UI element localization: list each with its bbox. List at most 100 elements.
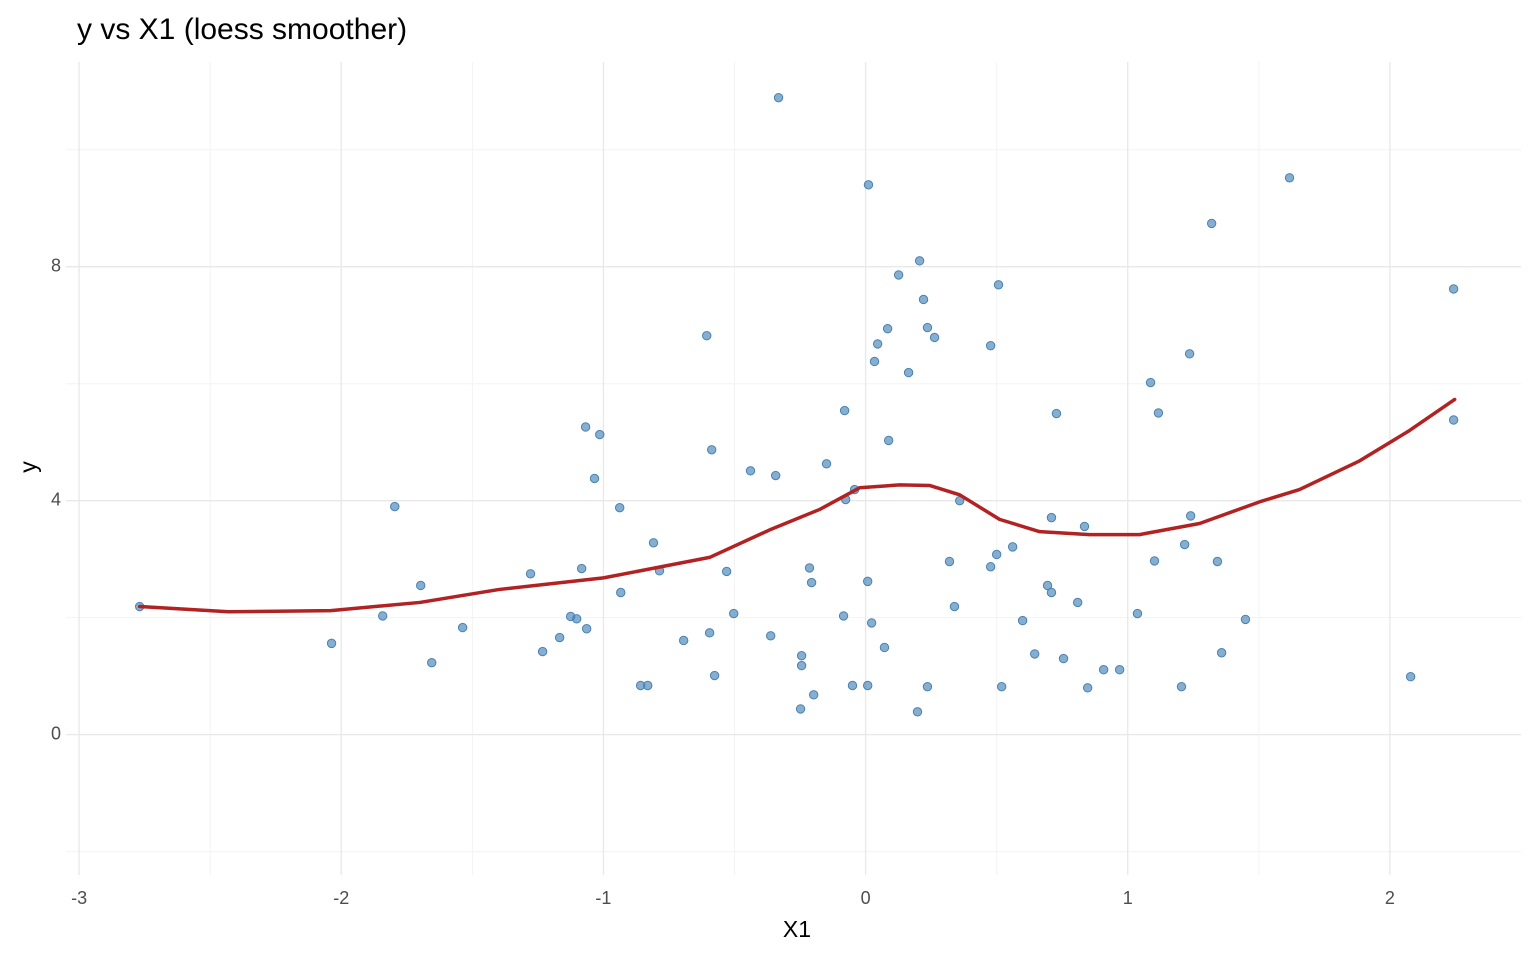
point xyxy=(616,587,626,598)
point xyxy=(707,445,717,455)
point xyxy=(991,549,1002,560)
point xyxy=(922,681,933,692)
point xyxy=(580,422,591,432)
point xyxy=(1448,284,1459,294)
point xyxy=(838,611,849,621)
point xyxy=(770,470,781,481)
point xyxy=(866,618,877,628)
x-tick-label: -1 xyxy=(595,888,611,908)
point xyxy=(1206,218,1217,229)
point xyxy=(883,435,894,446)
point xyxy=(765,631,776,641)
x-axis-label: X1 xyxy=(783,916,811,942)
point xyxy=(1448,415,1459,425)
y-axis-label: y xyxy=(15,461,41,473)
point xyxy=(571,614,582,624)
point xyxy=(1082,683,1093,693)
loess-line xyxy=(137,397,1457,614)
point xyxy=(796,660,807,671)
point xyxy=(1058,653,1069,664)
point xyxy=(862,680,873,691)
point xyxy=(1176,681,1187,692)
point xyxy=(863,180,874,190)
point xyxy=(1046,587,1057,598)
point xyxy=(918,294,929,305)
point xyxy=(1072,597,1083,608)
point xyxy=(729,608,739,619)
chart-title: y vs X1 (loess smoother) xyxy=(77,13,407,46)
point xyxy=(893,270,904,280)
point xyxy=(416,580,426,591)
x-tick-label: 0 xyxy=(861,888,871,908)
point xyxy=(648,538,659,548)
x-tick-label: 1 xyxy=(1123,888,1133,908)
grid: -3 -2 -1 0 1 2 0 4 8 xyxy=(51,62,1521,908)
point xyxy=(1179,539,1190,550)
x-tick-label: 2 xyxy=(1385,888,1395,908)
point xyxy=(1240,614,1251,625)
point xyxy=(589,473,600,484)
point xyxy=(702,331,712,341)
y-tick-label: 0 xyxy=(51,723,61,743)
point xyxy=(1212,556,1223,567)
point xyxy=(537,646,548,657)
point xyxy=(847,680,858,691)
x-tick-label: -3 xyxy=(71,888,87,908)
point xyxy=(1046,512,1057,523)
marks xyxy=(134,92,1459,717)
point xyxy=(1051,408,1062,419)
y-tick-label: 4 xyxy=(51,489,61,509)
point xyxy=(949,601,960,612)
point xyxy=(773,92,784,103)
y-tick-label: 8 xyxy=(51,255,61,275)
point xyxy=(554,632,565,643)
point xyxy=(595,429,605,440)
point xyxy=(1149,556,1160,566)
point xyxy=(796,650,807,661)
point xyxy=(1114,665,1125,675)
point xyxy=(1185,511,1196,521)
point xyxy=(1017,615,1028,626)
point xyxy=(795,704,806,714)
point xyxy=(882,324,893,334)
point xyxy=(390,501,400,512)
point xyxy=(985,340,996,351)
point xyxy=(914,256,925,266)
point xyxy=(745,466,756,476)
point xyxy=(1042,580,1053,591)
point xyxy=(427,657,437,668)
point xyxy=(985,562,996,572)
point xyxy=(1007,542,1018,552)
point xyxy=(576,563,587,574)
point xyxy=(678,635,689,646)
point xyxy=(993,280,1004,290)
point xyxy=(839,405,850,416)
point xyxy=(457,622,468,633)
point xyxy=(1184,349,1195,359)
point xyxy=(922,322,933,333)
point xyxy=(879,642,890,653)
point xyxy=(804,563,815,573)
point xyxy=(709,670,720,681)
point xyxy=(1153,408,1164,418)
point xyxy=(912,707,923,717)
point xyxy=(1098,665,1109,675)
point xyxy=(721,566,732,577)
point xyxy=(808,690,819,700)
point xyxy=(869,356,880,367)
point xyxy=(1145,377,1156,388)
point xyxy=(1284,173,1295,183)
point xyxy=(996,681,1007,692)
point xyxy=(581,624,592,634)
point xyxy=(821,459,832,469)
point xyxy=(944,556,955,567)
point xyxy=(643,680,653,691)
point xyxy=(1029,649,1040,659)
point xyxy=(1132,608,1143,619)
point xyxy=(1216,648,1227,658)
point xyxy=(862,576,873,587)
point xyxy=(872,339,883,349)
x-tick-label: -2 xyxy=(333,888,349,908)
